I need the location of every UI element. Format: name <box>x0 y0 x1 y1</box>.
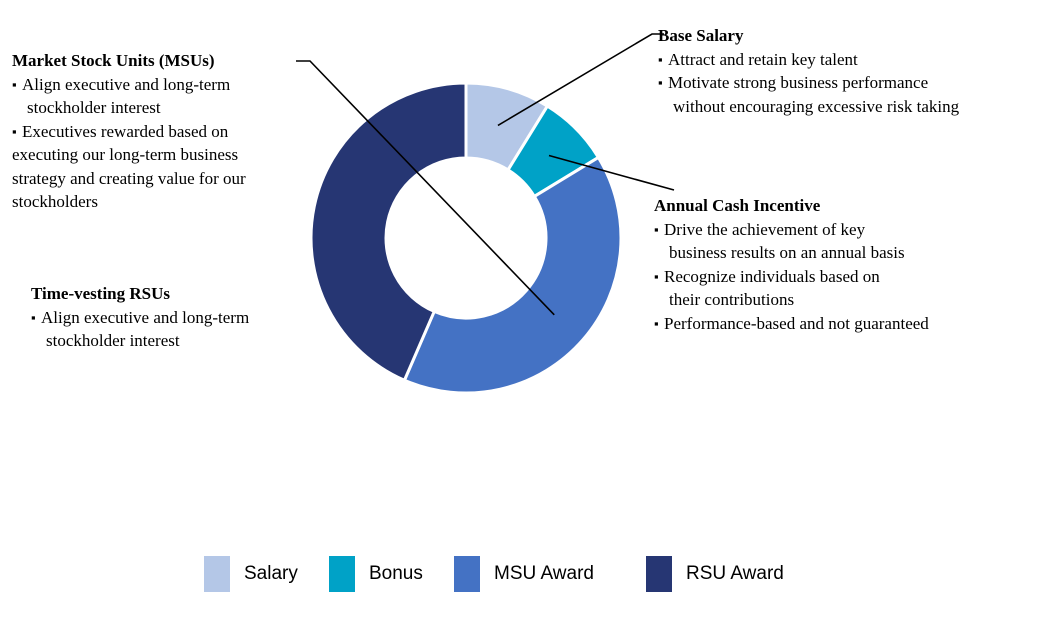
bullet-marker: ▪ <box>658 51 663 67</box>
callout-bullet-point: ▪ Align executive and long-term <box>12 73 246 97</box>
leader-line-bonus <box>548 154 675 191</box>
bullet-text: Performance-based and not guaranteed <box>664 313 929 333</box>
bullet-text: Executives rewarded based on <box>22 121 229 141</box>
callout-bullet-point: ▪ Drive the achievement of key <box>654 218 929 242</box>
callout-bullet-point: ▪ Executives rewarded based on <box>12 120 246 144</box>
bullet-continuation: their contributions <box>669 290 795 309</box>
legend-item-salary: Salary <box>204 556 298 592</box>
legend-swatch <box>329 556 355 592</box>
chart-legend: Salary Bonus MSU Award RSU Award <box>0 556 1040 592</box>
legend-label: Salary <box>244 563 298 584</box>
callout-bullet-point: ▪ Align executive and long-term <box>31 306 249 330</box>
bullet-continuation: without encouraging excessive risk takin… <box>673 96 960 116</box>
bullet-marker: ▪ <box>654 268 659 284</box>
callout-text-line: stockholders <box>12 192 98 211</box>
callout-leader-lines <box>296 33 675 316</box>
slice-rsu-award <box>309 81 468 383</box>
bullet-continuation: stockholder interest <box>27 98 161 117</box>
callout-text-line: strategy and creating value for our <box>12 168 246 188</box>
bullet-continuation: business results on an annual basis <box>669 243 905 262</box>
callout-title: Time-vesting RSUs <box>31 284 170 303</box>
callout-bullet-point: ▪ Recognize individuals based on <box>654 265 929 289</box>
callout-bullet-point: ▪ Attract and retain key talent <box>658 48 959 72</box>
callout-bullet-point: ▪ Motivate strong business performance <box>658 71 959 95</box>
callout-title: Annual Cash Incentive <box>654 196 821 215</box>
bullet-marker: ▪ <box>654 221 659 237</box>
callout-annual-cash-incentive: Annual Cash Incentive ▪ Drive the achievem… <box>654 194 929 335</box>
legend-item-msu-award: MSU Award <box>454 556 594 592</box>
slice-msu-award <box>402 155 623 395</box>
bullet-text: Attract and retain key talent <box>668 49 858 69</box>
bullet-text: Align executive and long-term <box>22 74 231 94</box>
bullet-marker: ▪ <box>654 315 659 331</box>
legend-swatch <box>454 556 480 592</box>
callout-title: Base Salary <box>658 26 744 45</box>
callout-market-stock-units: Market Stock Units (MSUs) ▪ Align executiv… <box>12 49 246 214</box>
callout-time-vesting-rsus: Time-vesting RSUs ▪ Align executive and lo… <box>31 282 249 353</box>
leader-line-msu <box>296 60 555 316</box>
donut-slices <box>309 81 623 395</box>
bullet-marker: ▪ <box>658 75 663 90</box>
bullet-marker: ▪ <box>12 123 17 139</box>
leader-line-salary <box>497 33 664 127</box>
bullet-continuation: stockholder interest <box>46 331 180 350</box>
legend-swatch <box>646 556 672 592</box>
legend-label: Bonus <box>369 563 423 584</box>
callout-base-salary: Base Salary ▪ Attract and retain key talen… <box>658 24 959 118</box>
legend-item-bonus: Bonus <box>329 556 423 592</box>
callout-text-line: executing our long-term business <box>12 145 239 164</box>
legend-swatch <box>204 556 230 592</box>
callout-title: Market Stock Units (MSUs) <box>12 51 215 70</box>
legend-label: RSU Award <box>686 563 784 584</box>
bullet-marker: ▪ <box>12 76 17 92</box>
legend-label: MSU Award <box>494 563 594 584</box>
bullet-text: Recognize individuals based on <box>664 266 880 286</box>
callout-bullet-point: ▪ Performance-based and not guaranteed <box>654 312 929 336</box>
legend-item-rsu-award: RSU Award <box>646 556 784 592</box>
bullet-text: Align executive and long-term <box>41 307 250 327</box>
bullet-marker: ▪ <box>31 309 36 325</box>
bullet-text: Drive the achievement of key <box>664 219 866 239</box>
bullet-text: Motivate strong business performance <box>668 73 929 92</box>
